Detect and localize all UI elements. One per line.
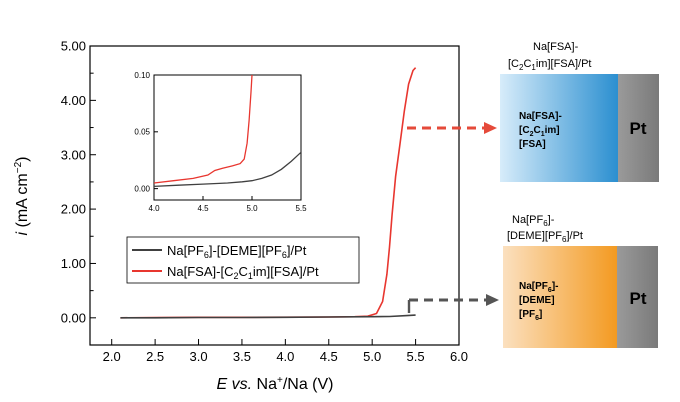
cell-fsa-electrode	[618, 74, 659, 182]
y-axis-label: i (mA cm−2)	[13, 157, 31, 236]
y-tick-label: 0.05	[134, 128, 150, 137]
y-tick-label: 5.00	[61, 39, 86, 54]
cell-fsa-caption-line1: Na[FSA]-	[533, 41, 579, 53]
cell-pf6-electrode	[617, 246, 658, 348]
y-tick-label: 0.00	[61, 310, 86, 325]
x-tick-label: 2.0	[103, 349, 121, 364]
cell-fsa-electrolyte	[500, 74, 618, 182]
legend: Na[PF6]-[DEME][PF6]/Pt Na[FSA]-[C2C1im][…	[126, 236, 360, 284]
main-ticks: 2.0 2.5 3.0 3.5 4.0 4.5 5.0 5.5 6.0 0.00 1.00 2.00 3…	[61, 39, 468, 364]
cell-fsa-caption-line2: [C2C1im][FSA]/Pt	[508, 58, 591, 72]
legend-box	[126, 236, 360, 284]
arrow-to-pf6-cell	[407, 294, 499, 313]
y-tick-label: 1.00	[61, 256, 86, 271]
arrow-to-fsa-cell	[407, 122, 497, 134]
x-tick-label: 5.0	[246, 204, 258, 213]
x-tick-label: 4.5	[320, 349, 338, 364]
cell-fsa-box-line2: [C2C1im]	[519, 125, 560, 138]
legend-label-deme: Na[PF6]-[DEME][PF6]/Pt	[167, 243, 307, 260]
cell-pf6: Na[PF6]- [DEME][PF6]/Pt Na[PF6]- [DEME] …	[503, 214, 658, 348]
legend-label-fsa: Na[FSA]-[C2C1im][FSA]/Pt	[167, 264, 319, 281]
cell-fsa-metal: Pt	[630, 119, 647, 138]
main-plot: 2.0 2.5 3.0 3.5 4.0 4.5 5.0 5.5 6.0 0.00 1.00 2.00 3…	[13, 39, 468, 393]
x-tick-label: 4.5	[197, 204, 209, 213]
y-tick-label: 0.00	[134, 184, 150, 193]
inset-series-fsa	[154, 75, 253, 184]
y-tick-label: 3.00	[61, 147, 86, 162]
inset-plot: 4.0 4.5 5.0 5.5 0.00 0.05 0.10	[134, 71, 307, 213]
y-tick-label: 0.10	[134, 71, 150, 80]
x-tick-label: 4.0	[148, 204, 160, 213]
x-tick-label: 2.5	[146, 349, 164, 364]
cell-pf6-caption-line1: Na[PF6]-	[512, 214, 555, 228]
cell-pf6-metal: Pt	[630, 289, 647, 308]
inset-frame	[153, 74, 302, 201]
cell-fsa: Na[FSA]- [C2C1im][FSA]/Pt Na[FSA]- [C2C1…	[500, 41, 659, 182]
x-tick-label: 6.0	[450, 349, 468, 364]
cell-pf6-electrolyte	[503, 246, 617, 348]
x-tick-label: 3.0	[189, 349, 207, 364]
x-tick-label: 5.0	[363, 349, 381, 364]
inset-ticks: 4.0 4.5 5.0 5.5 0.00 0.05 0.10	[134, 71, 307, 213]
x-axis-label: E vs. Na+/Na (V)	[217, 375, 334, 393]
x-tick-label: 5.5	[295, 204, 307, 213]
x-tick-label: 4.0	[276, 349, 294, 364]
x-tick-label: 5.5	[407, 349, 425, 364]
x-tick-label: 3.5	[233, 349, 251, 364]
cell-fsa-box-line1: Na[FSA]-	[519, 111, 562, 122]
y-tick-label: 2.00	[61, 202, 86, 217]
inset-series-deme	[154, 151, 301, 188]
series-line-deme	[120, 314, 416, 319]
y-tick-label: 4.00	[61, 93, 86, 108]
plot-frame	[89, 45, 460, 346]
cell-fsa-box-line3: [FSA]	[519, 139, 546, 150]
cell-pf6-caption-line2: [DEME][PF6]/Pt	[507, 230, 583, 244]
cell-pf6-box-line2: [DEME]	[519, 295, 555, 306]
